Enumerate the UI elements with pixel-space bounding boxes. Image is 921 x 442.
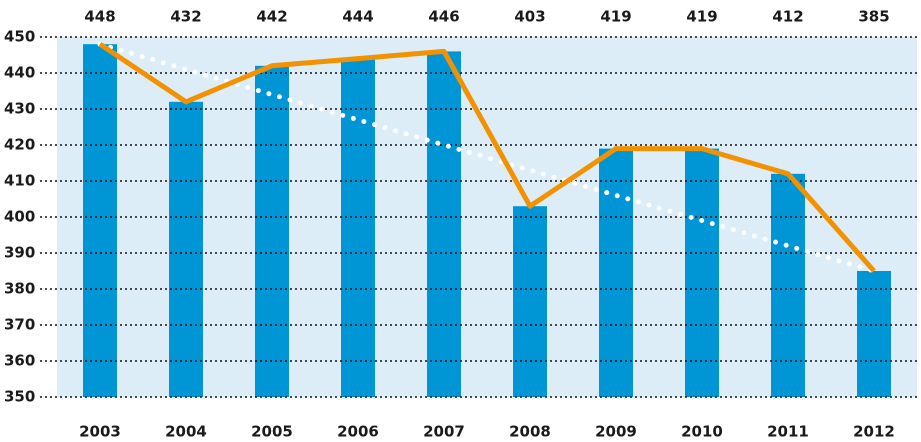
bar — [857, 271, 891, 397]
x-tick-label: 2004 — [165, 423, 207, 441]
x-tick-label: 2005 — [251, 423, 293, 441]
bar — [169, 101, 203, 398]
bar — [599, 148, 633, 397]
x-tick-label: 2011 — [767, 423, 809, 441]
x-tick-label: 2012 — [853, 423, 895, 441]
bar — [341, 58, 375, 397]
y-tick-label: 450 — [4, 28, 35, 46]
y-tick-label: 360 — [4, 352, 35, 370]
y-tick-label: 400 — [4, 208, 35, 226]
x-tick-label: 2006 — [337, 423, 379, 441]
bar — [427, 51, 461, 398]
y-tick-label: 350 — [4, 388, 35, 406]
bar — [771, 173, 805, 397]
y-tick-label: 420 — [4, 136, 35, 154]
value-label: 448 — [84, 8, 115, 26]
value-label: 419 — [686, 8, 717, 26]
value-label: 412 — [772, 8, 803, 26]
y-tick-label: 440 — [4, 64, 35, 82]
value-label: 419 — [600, 8, 631, 26]
y-tick-label: 430 — [4, 100, 35, 118]
bar — [255, 65, 289, 398]
value-line — [98, 42, 876, 273]
y-tick-label: 380 — [4, 280, 35, 298]
value-label: 403 — [514, 8, 545, 26]
bar — [685, 148, 719, 397]
bar — [513, 206, 547, 397]
value-label: 442 — [256, 8, 287, 26]
y-tick-label: 370 — [4, 316, 35, 334]
y-tick-label: 410 — [4, 172, 35, 190]
y-tick-label: 390 — [4, 244, 35, 262]
value-label: 446 — [428, 8, 459, 26]
x-tick-label: 2007 — [423, 423, 465, 441]
value-label: 432 — [170, 8, 201, 26]
value-label: 385 — [858, 8, 889, 26]
x-tick-label: 2010 — [681, 423, 723, 441]
x-tick-label: 2009 — [595, 423, 637, 441]
x-tick-label: 2003 — [79, 423, 121, 441]
bar — [83, 44, 117, 397]
value-label: 444 — [342, 8, 373, 26]
x-tick-label: 2008 — [509, 423, 551, 441]
